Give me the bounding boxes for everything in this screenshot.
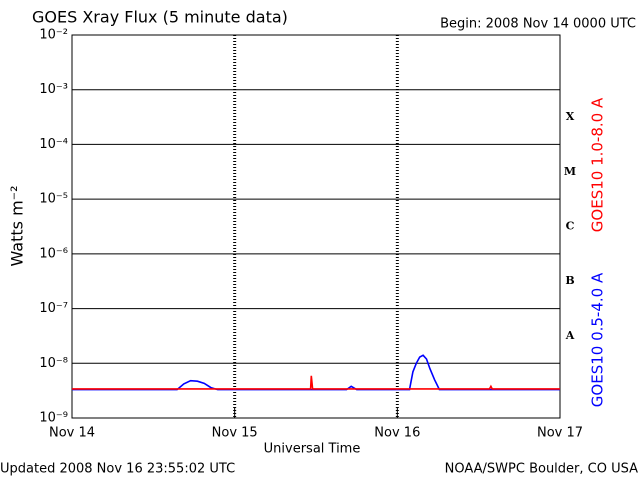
y-tick-label: 10⁻⁹ — [39, 411, 68, 426]
y-tick-label: 10⁻³ — [39, 82, 68, 97]
y-axis-label: Watts m⁻² — [8, 185, 27, 266]
series-line — [72, 375, 560, 390]
legend-entry: GOES10 1.0-8.0 A — [589, 97, 607, 232]
y-tick-label: 10⁻² — [39, 28, 68, 43]
y-tick-label: 10⁻⁵ — [39, 192, 68, 207]
x-axis-label: Universal Time — [264, 442, 361, 457]
flare-class-label: B — [565, 274, 574, 287]
legend-entry: GOES10 0.5-4.0 A — [589, 272, 607, 407]
y-tick-label: 10⁻⁸ — [39, 356, 68, 371]
flare-class-label: X — [566, 110, 575, 123]
updated-text: Updated 2008 Nov 16 23:55:02 UTC — [0, 462, 235, 477]
plot-frame — [71, 34, 561, 419]
x-tick-label: Nov 17 — [537, 426, 583, 441]
flare-class-label: M — [564, 165, 576, 178]
begin-text: Begin: 2008 Nov 14 0000 UTC — [440, 17, 636, 32]
chart-title: GOES Xray Flux (5 minute data) — [32, 8, 288, 27]
x-tick-label: Nov 15 — [212, 426, 258, 441]
x-tick-label: Nov 14 — [49, 426, 95, 441]
flare-class-label: A — [565, 329, 575, 342]
x-tick-label: Nov 16 — [374, 426, 420, 441]
y-tick-label: 10⁻⁶ — [39, 246, 68, 261]
credit-text: NOAA/SWPC Boulder, CO USA — [445, 462, 638, 477]
flare-class-label: C — [566, 220, 575, 233]
y-tick-label: 10⁻⁷ — [39, 301, 68, 316]
y-tick-label: 10⁻⁴ — [39, 137, 68, 152]
